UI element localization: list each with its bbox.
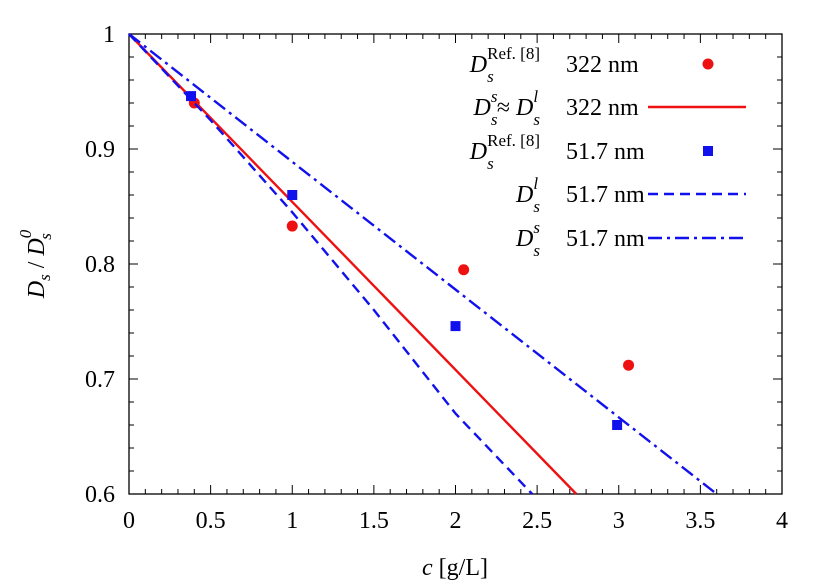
legend-marker: [702, 58, 714, 70]
plot-frame: [128, 33, 783, 495]
series-ds-517: [128, 33, 718, 495]
series-line: [128, 33, 718, 495]
y-tick-label: 0.9: [85, 137, 115, 163]
series-line: [128, 33, 534, 495]
data-point-square: [450, 321, 461, 332]
data-point-circle: [458, 264, 470, 276]
data-point-circle: [623, 359, 635, 371]
y-tick-label: 0.8: [85, 252, 115, 278]
series-line: [128, 33, 578, 495]
legend-value: 51.7 nm: [566, 139, 645, 165]
legend-symbol: Dl s: [515, 174, 540, 216]
legend-value: 51.7 nm: [566, 226, 645, 252]
series: [128, 33, 718, 495]
tick-labels: 0 0.5 1 1.5 2 2.5 3 3.5 4 0.6 0.7 0.8 0.9 1: [85, 22, 788, 534]
legend-entry: Dl s 51.7 nm: [515, 174, 746, 216]
data-point-square: [186, 91, 197, 102]
x-tick-label: 0.5: [196, 508, 226, 534]
x-tick-label: 3.5: [685, 508, 715, 534]
legend-value: 322 nm: [566, 52, 639, 78]
y-tick-label: 0.7: [85, 367, 115, 393]
x-tick-label: 2.5: [522, 508, 552, 534]
y-tick-label: 0.6: [85, 482, 115, 508]
series-line-322: [128, 33, 578, 495]
legend-entry: DRef. [8] s 322 nm: [469, 44, 714, 86]
series-ref-517: [186, 91, 623, 430]
legend-marker: [703, 146, 713, 156]
axis-ticks: [128, 33, 783, 495]
y-axis-title: Ds / D0s: [16, 229, 55, 299]
x-axis-title: c [g/L]: [422, 555, 488, 581]
plot-border: [128, 33, 783, 495]
legend-symbol: DRef. [8] s: [469, 44, 540, 86]
x-tick-label: 3: [613, 508, 625, 534]
legend-entry: Ds s ≈ Dl s 322 nm: [473, 87, 746, 129]
legend-symbol: Ds s: [515, 218, 540, 260]
series-dl-517: [128, 33, 534, 495]
legend-value: 322 nm: [566, 95, 639, 121]
data-point-square: [287, 190, 298, 200]
legend-entry: DRef. [8] s 51.7 nm: [469, 131, 713, 173]
x-tick-label: 1: [286, 508, 298, 534]
x-tick-label: 0: [123, 508, 135, 534]
legend-symbol: DRef. [8] s: [469, 131, 540, 173]
data-point-square: [612, 420, 623, 430]
y-tick-label: 1: [103, 22, 115, 48]
x-tick-label: 4: [776, 508, 788, 534]
legend-value: 51.7 nm: [566, 182, 645, 208]
x-tick-label: 2: [450, 508, 462, 534]
data-point-circle: [286, 220, 298, 232]
x-tick-label: 1.5: [359, 508, 389, 534]
legend-symbol: Ds s ≈ Dl s: [473, 87, 541, 129]
legend-entry: Ds s 51.7 nm: [515, 218, 746, 260]
